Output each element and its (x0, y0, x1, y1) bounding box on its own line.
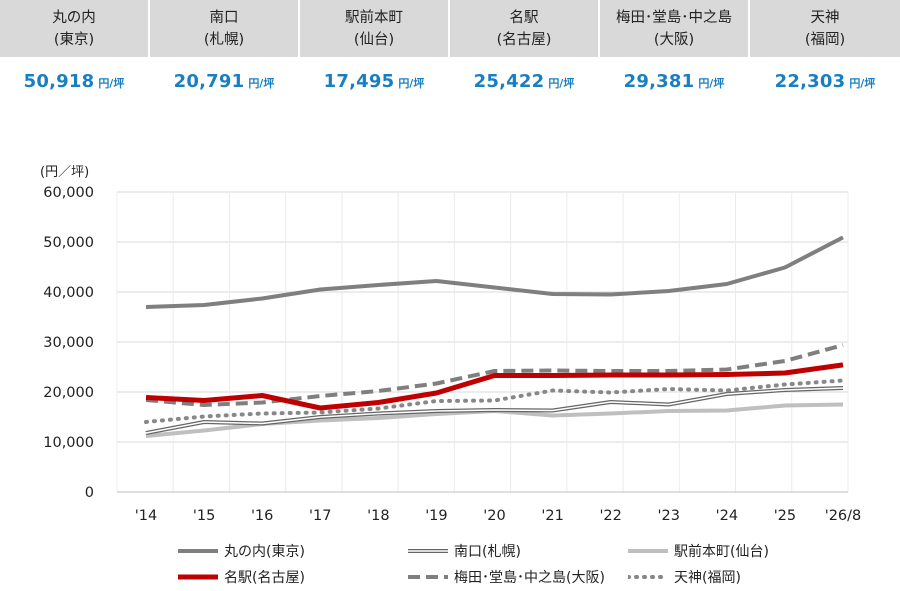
city-name: (仙台) (353, 31, 395, 48)
card-header: 南口 (札幌) (150, 0, 298, 57)
city-name: (大阪) (653, 31, 695, 48)
legend-label: 南口(札幌) (454, 544, 521, 560)
legend-swatch (178, 574, 218, 580)
card-header: 梅田･堂島･中之島 (大阪) (600, 0, 748, 57)
legend-item: 丸の内(東京) (178, 540, 305, 562)
card-header: 名駅 (名古屋) (450, 0, 598, 57)
area-name: 南口 (209, 9, 239, 26)
y-tick-label: 60,000 (43, 185, 94, 201)
legend-label: 天神(福岡) (674, 570, 741, 586)
rent-value: 20,791 (173, 71, 245, 92)
legend-item: 名駅(名古屋) (178, 566, 305, 588)
x-tick-label: '24 (716, 508, 738, 524)
summary-cards: 丸の内 (東京) 50,918 円/坪 南口 (札幌) 20,791 円/坪 駅… (0, 0, 900, 106)
y-tick-label: 0 (85, 485, 94, 501)
y-tick-label: 50,000 (43, 235, 94, 251)
chart-legend: 丸の内(東京) 南口(札幌) 駅前本町(仙台) 名駅(名古屋) 梅田･堂島･中之島(大阪… (178, 540, 878, 588)
y-tick-label: 40,000 (43, 285, 94, 301)
legend-label: 名駅(名古屋) (224, 570, 305, 586)
card-umeda: 梅田･堂島･中之島 (大阪) 29,381 円/坪 (600, 0, 748, 106)
x-tick-label: '15 (193, 508, 215, 524)
x-tick-label: '25 (774, 508, 796, 524)
legend-item: 梅田･堂島･中之島(大阪) (408, 566, 605, 588)
rent-unit: 円/坪 (98, 77, 125, 90)
card-header: 丸の内 (東京) (0, 0, 148, 57)
legend-label: 丸の内(東京) (224, 544, 305, 560)
card-value-row: 50,918 円/坪 (0, 57, 148, 106)
legend-swatch (408, 549, 448, 553)
card-ekimae-honmachi: 駅前本町 (仙台) 17,495 円/坪 (300, 0, 448, 106)
rent-unit: 円/坪 (248, 77, 275, 90)
area-name: 丸の内 (52, 9, 96, 26)
area-name: 駅前本町 (345, 9, 403, 26)
card-value-row: 25,422 円/坪 (450, 57, 598, 106)
card-minamiguchi: 南口 (札幌) 20,791 円/坪 (150, 0, 298, 106)
card-marunouchi: 丸の内 (東京) 50,918 円/坪 (0, 0, 148, 106)
x-tick-label: '18 (367, 508, 389, 524)
legend-item: 南口(札幌) (408, 540, 521, 562)
card-header: 天神 (福岡) (750, 0, 900, 57)
legend-item: 駅前本町(仙台) (628, 540, 769, 562)
area-name: 梅田･堂島･中之島 (616, 9, 732, 26)
x-tick-label: '14 (135, 508, 157, 524)
series-line (145, 235, 844, 309)
rent-value: 22,303 (774, 71, 846, 92)
legend-item: 天神(福岡) (628, 566, 741, 588)
x-tick-label: '20 (483, 508, 505, 524)
rent-value: 17,495 (323, 71, 395, 92)
y-tick-label: 10,000 (43, 435, 94, 451)
x-tick-label: '22 (599, 508, 621, 524)
legend-swatch (628, 549, 668, 553)
rent-value: 50,918 (23, 71, 95, 92)
card-value-row: 29,381 円/坪 (600, 57, 748, 106)
card-value-row: 22,303 円/坪 (750, 57, 900, 106)
series-line (144, 378, 845, 424)
rent-value: 29,381 (623, 71, 695, 92)
card-header: 駅前本町 (仙台) (300, 0, 448, 57)
legend-swatch (408, 575, 448, 579)
y-tick-label: 20,000 (43, 385, 94, 401)
x-tick-label: '23 (658, 508, 680, 524)
legend-swatch (178, 549, 218, 553)
city-name: (札幌) (203, 31, 245, 48)
card-tenjin: 天神 (福岡) 22,303 円/坪 (750, 0, 900, 106)
rent-value: 25,422 (473, 71, 545, 92)
card-meieki: 名駅 (名古屋) 25,422 円/坪 (450, 0, 598, 106)
y-tick-label: 30,000 (43, 335, 94, 351)
rent-unit: 円/坪 (849, 77, 876, 90)
x-tick-label: '26/8 (825, 508, 862, 524)
rent-unit: 円/坪 (548, 77, 575, 90)
legend-label: 梅田･堂島･中之島(大阪) (454, 570, 605, 586)
x-tick-label: '21 (541, 508, 563, 524)
legend-swatch (628, 575, 668, 579)
card-value-row: 20,791 円/坪 (150, 57, 298, 106)
x-tick-label: '17 (309, 508, 331, 524)
area-name: 天神 (810, 9, 840, 26)
rent-line-chart: (円／坪) 0 10,000 20,000 30,000 40,000 50,000 60,0… (40, 165, 862, 524)
city-name: (東京) (53, 31, 95, 48)
rent-unit: 円/坪 (398, 77, 425, 90)
area-name: 名駅 (509, 9, 539, 26)
y-axis-unit-label: (円／坪) (40, 165, 89, 180)
card-value-row: 17,495 円/坪 (300, 57, 448, 106)
x-tick-label: '16 (251, 508, 273, 524)
city-name: (名古屋) (496, 31, 552, 48)
x-tick-label: '19 (425, 508, 447, 524)
rent-unit: 円/坪 (698, 77, 725, 90)
legend-label: 駅前本町(仙台) (674, 544, 769, 560)
city-name: (福岡) (804, 31, 846, 48)
